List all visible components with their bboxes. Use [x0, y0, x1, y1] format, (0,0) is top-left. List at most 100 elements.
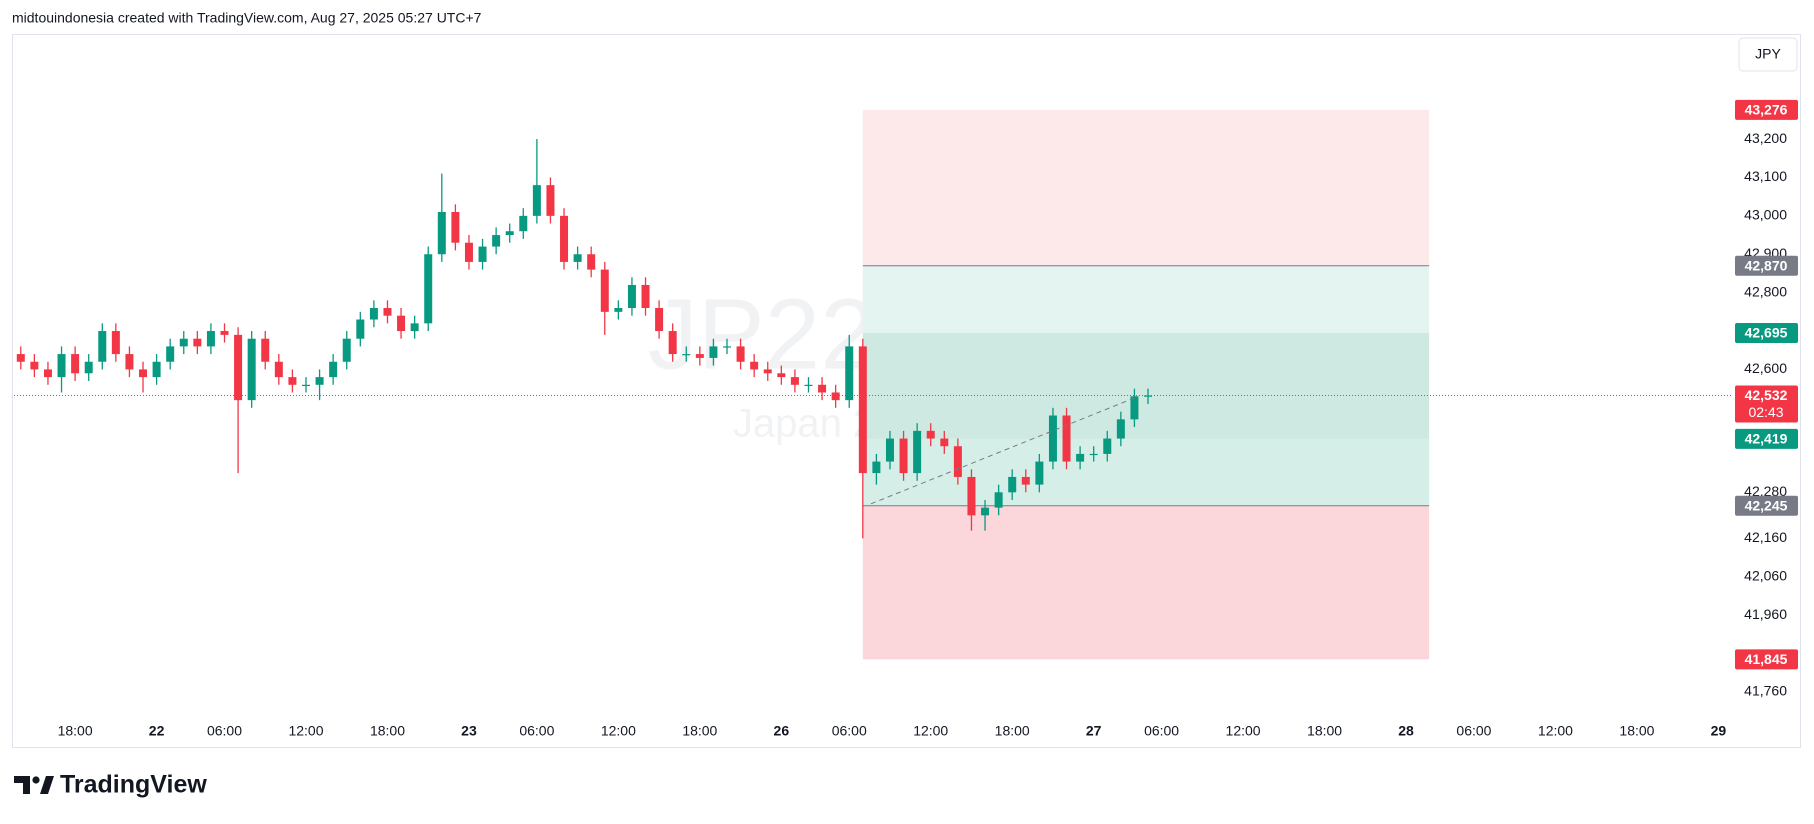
candle-body — [1048, 415, 1057, 462]
candle-body — [967, 476, 976, 516]
candle-body — [1130, 396, 1139, 420]
x-tick-label: 12:00 — [601, 723, 636, 739]
x-tick-label: 18:00 — [58, 723, 93, 739]
candle-body — [383, 307, 392, 316]
candle-body — [981, 507, 990, 516]
candle-body — [913, 430, 922, 474]
candle-body — [736, 346, 745, 362]
x-tick-label: 06:00 — [519, 723, 554, 739]
y-tick-label: 43,200 — [1744, 130, 1787, 146]
countdown: 02:43 — [1748, 404, 1783, 420]
currency-button[interactable] — [1738, 37, 1798, 72]
candle-body — [899, 438, 908, 474]
candle-body — [1103, 438, 1112, 454]
position-zone — [862, 332, 1430, 439]
x-tick-label: 23 — [461, 723, 477, 739]
x-tick-label: 06:00 — [1144, 723, 1179, 739]
candle-body — [301, 384, 310, 386]
currency-label[interactable]: JPY — [1755, 46, 1781, 62]
candle-body — [43, 369, 52, 378]
logo-mark — [32, 776, 40, 784]
candle-body — [369, 307, 378, 320]
candle-body — [1089, 453, 1098, 456]
candle-body — [1021, 476, 1030, 485]
candle-body — [872, 461, 881, 474]
candle-body — [926, 430, 935, 439]
position-zone — [862, 265, 1430, 333]
x-tick-label: 18:00 — [1619, 723, 1654, 739]
x-tick-label: 06:00 — [207, 723, 242, 739]
candle-body — [1144, 395, 1153, 397]
candle-body — [1116, 419, 1125, 439]
x-tick-label: 22 — [149, 723, 165, 739]
trend-line — [870, 395, 1139, 505]
candle-body — [206, 331, 215, 347]
candle-body — [600, 269, 609, 312]
y-tick-label: 42,800 — [1744, 283, 1787, 299]
position-zone — [862, 438, 1430, 506]
logo-mark — [40, 776, 54, 794]
candle-body — [845, 346, 854, 401]
header: midtouindonesia created with TradingView… — [12, 10, 482, 26]
candle-body — [179, 338, 188, 347]
candle-body — [166, 346, 175, 362]
candle-body — [16, 354, 25, 362]
candle-body — [356, 319, 365, 339]
x-tick-label: 28 — [1398, 723, 1414, 739]
candle-body — [885, 438, 894, 462]
x-tick-label: 12:00 — [1226, 723, 1261, 739]
candle-body — [71, 354, 80, 374]
y-tick-label: 42,160 — [1744, 529, 1787, 545]
candle-body — [397, 315, 406, 332]
brand: TradingView — [60, 771, 207, 799]
candle-body — [831, 392, 840, 401]
candle-body — [84, 361, 93, 374]
y-tick-label: 41,760 — [1744, 683, 1787, 699]
candle-body — [1035, 461, 1044, 485]
y-tick-label: 42,060 — [1744, 567, 1787, 583]
price-label-box — [1735, 255, 1798, 276]
candle-body — [152, 361, 161, 378]
candle-body — [492, 235, 501, 247]
candle-body — [220, 331, 229, 335]
candle-body — [478, 246, 487, 262]
candle-body — [587, 254, 596, 270]
candle-body — [573, 254, 582, 262]
x-tick-label: 06:00 — [1456, 723, 1491, 739]
candle-body — [614, 307, 623, 312]
candle-body — [30, 361, 39, 370]
y-tick-label: 42,600 — [1744, 360, 1787, 376]
logo: TradingView — [14, 771, 207, 799]
candle-body — [451, 212, 460, 243]
candle-body — [818, 384, 827, 393]
candle-body — [505, 231, 514, 236]
x-tick-label: 18:00 — [1307, 723, 1342, 739]
candle-body — [519, 215, 528, 232]
price-label: 42,870 — [1745, 257, 1788, 273]
logo-mark — [14, 776, 30, 794]
price-label-box — [1735, 649, 1798, 670]
candle-body — [560, 215, 569, 262]
x-tick-label: 26 — [774, 723, 790, 739]
candle-body — [532, 185, 541, 216]
candle-body — [315, 377, 324, 385]
candle-body — [763, 369, 772, 374]
current-price-box — [1735, 385, 1798, 423]
candle-body — [546, 185, 555, 216]
candle-body — [668, 331, 677, 355]
position-zone — [862, 109, 1430, 266]
candle-body — [410, 323, 419, 332]
candle-body — [57, 354, 66, 378]
candle-body — [940, 438, 949, 447]
candle-body — [953, 446, 962, 477]
y-tick-label: 42,280 — [1744, 483, 1787, 499]
candle-body — [111, 331, 120, 355]
candle-body — [424, 254, 433, 324]
candle-body — [274, 361, 283, 378]
candle-body — [682, 354, 691, 356]
price-label-box — [1735, 99, 1798, 120]
candle-body — [98, 331, 107, 362]
x-tick-label: 06:00 — [832, 723, 867, 739]
price-label: 42,419 — [1745, 431, 1788, 447]
